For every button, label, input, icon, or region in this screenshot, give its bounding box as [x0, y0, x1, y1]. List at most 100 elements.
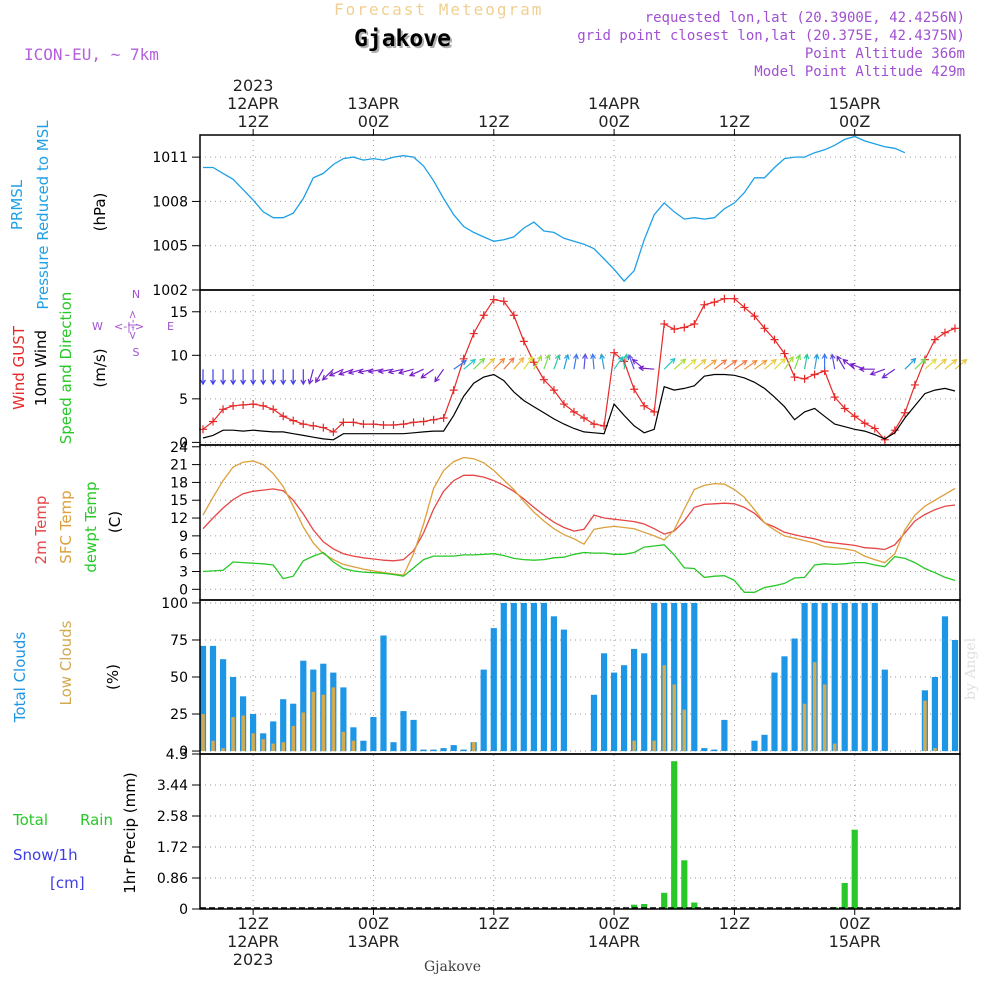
- total-cloud-bar: [550, 616, 557, 752]
- gust-point-marker: [409, 418, 418, 427]
- gust-line: [202, 298, 956, 441]
- gust-point-marker: [590, 420, 599, 429]
- low-cloud-bar: [241, 715, 245, 751]
- gust-point-marker: [900, 408, 909, 417]
- rain-bar: [661, 892, 668, 909]
- panel-frame-precipitation: [199, 753, 961, 910]
- y-tick-label: 9: [179, 529, 188, 545]
- low-clouds-label: Low Clouds: [57, 620, 75, 705]
- gust-point-marker: [810, 370, 819, 379]
- wind-direction-arrow: [200, 369, 206, 386]
- gridpoint-coords: grid point closest lon,lat (20.375E, 42.…: [577, 28, 965, 44]
- top-time-label: 00Z: [598, 112, 629, 131]
- gust-point-marker: [299, 420, 308, 429]
- gust-point-marker: [529, 358, 538, 367]
- total-cloud-bar: [881, 669, 888, 751]
- wind-direction-arrow: [714, 359, 728, 370]
- gust-point-marker: [319, 423, 328, 432]
- wind-direction-arrow: [673, 358, 687, 370]
- low-cloud-bar: [211, 740, 215, 752]
- wind-direction-arrow: [821, 352, 828, 370]
- temp-unit-label: (C): [106, 511, 124, 533]
- y-tick-label: 5: [179, 392, 188, 408]
- gust-point-marker: [710, 298, 719, 307]
- low-cloud-bar: [662, 665, 666, 752]
- gust-point-marker: [640, 401, 649, 410]
- bottom-time-label: 14APR: [588, 932, 640, 951]
- total-cloud-bar: [540, 603, 547, 752]
- prmsl-label: PRMSL: [8, 179, 26, 230]
- low-cloud-bar: [351, 740, 356, 752]
- wind-direction-arrow: [924, 358, 938, 370]
- top-time-label: 2023: [233, 76, 274, 95]
- pressure-line: [203, 135, 906, 283]
- total-cloud-bar: [350, 727, 357, 751]
- total-label: Total: [12, 811, 48, 829]
- gust-point-marker: [910, 380, 919, 389]
- total-cloud-bar: [861, 603, 868, 752]
- total-cloud-bar: [380, 635, 387, 751]
- wind-direction-arrow: [377, 368, 394, 374]
- gust-point-marker: [630, 385, 639, 394]
- total-cloud-bar: [500, 603, 507, 752]
- wind-direction-arrow: [703, 359, 718, 370]
- gust-point-marker: [469, 329, 478, 338]
- total-cloud-bar: [681, 603, 688, 752]
- wind-direction-arrow: [230, 369, 237, 386]
- gust-point-marker: [509, 311, 518, 320]
- wind-direction-arrow: [463, 358, 477, 370]
- low-cloud-bar: [201, 714, 205, 751]
- low-cloud-bar: [251, 733, 255, 752]
- total-cloud-bar: [209, 645, 217, 751]
- wind-direction-arrow: [683, 358, 697, 370]
- total-cloud-bar: [460, 749, 467, 752]
- total-cloud-bar: [791, 638, 798, 751]
- total-cloud-bar: [420, 749, 427, 752]
- rain-bar: [851, 829, 858, 909]
- wind-direction-arrow: [210, 369, 216, 386]
- top-time-label: 13APR: [347, 94, 399, 113]
- gust-point-marker: [800, 374, 809, 383]
- top-time-label: 12Z: [478, 112, 509, 131]
- top-time-label: 00Z: [358, 112, 389, 131]
- wind-direction-arrow: [599, 353, 606, 370]
- wind-direction-arrow: [638, 365, 655, 372]
- gust-point-marker: [379, 420, 388, 429]
- y-tick-label: 10: [170, 348, 188, 364]
- gust-point-marker: [580, 414, 589, 423]
- low-cloud-bar: [291, 725, 295, 752]
- temp2m-line: [202, 474, 956, 562]
- bottom-time-label: 12Z: [719, 914, 750, 933]
- wind-direction-arrow: [270, 369, 277, 386]
- wind-direction-arrow: [563, 353, 570, 370]
- top-time-label: 12Z: [237, 112, 268, 131]
- y-tick-label: 0.86: [157, 871, 188, 887]
- total-cloud-bar: [220, 659, 227, 751]
- gust-point-marker: [750, 312, 759, 321]
- gust-point-marker: [620, 357, 629, 366]
- rain-bar: [841, 883, 848, 909]
- total-cloud-bar: [480, 669, 487, 751]
- total-cloud-bar: [440, 748, 447, 752]
- model-label: ICON-EU, ~ 7km: [24, 45, 159, 64]
- requested-coords: requested lon,lat (20.3900E, 42.4256N): [644, 10, 965, 26]
- gust-point-marker: [349, 418, 358, 427]
- bottom-time-label: 12Z: [237, 914, 268, 933]
- gust-point-marker: [830, 393, 839, 402]
- gust-point-marker: [389, 420, 398, 429]
- point-altitude: Point Altitude 366m: [804, 46, 965, 62]
- gust-point-marker: [690, 319, 699, 328]
- total-cloud-bar: [941, 616, 949, 752]
- total-cloud-bar: [510, 603, 517, 752]
- wind-direction-arrow: [613, 355, 624, 370]
- wind-direction-arrow: [260, 369, 267, 386]
- wind-direction-arrow: [784, 355, 794, 370]
- y-tick-label: 12: [170, 511, 188, 527]
- top-time-label: 00Z: [839, 112, 870, 131]
- gust-point-marker: [940, 328, 949, 337]
- bottom-time-label: 12APR: [227, 932, 279, 951]
- y-tick-label: 50: [170, 670, 188, 686]
- wind-direction-arrow: [623, 353, 629, 370]
- total-cloud-bar: [851, 603, 858, 752]
- gust-point-marker: [670, 325, 679, 334]
